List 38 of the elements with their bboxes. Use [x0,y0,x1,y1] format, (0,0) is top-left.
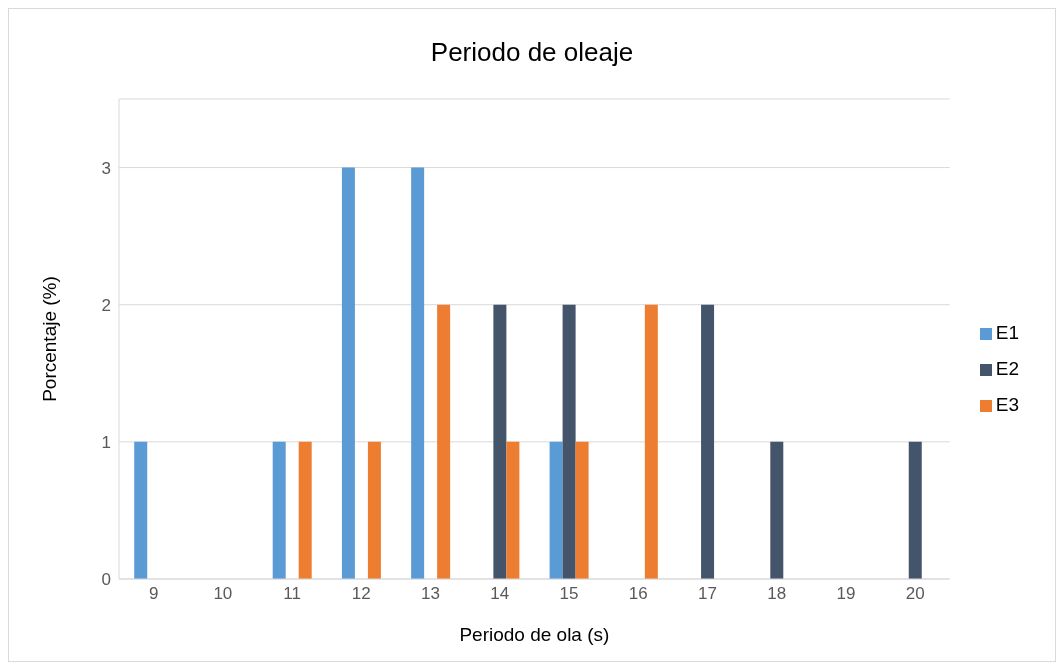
y-tick-label: 0 [101,570,111,590]
y-tick-label: 1 [101,432,111,452]
x-tick-label: 12 [351,584,371,604]
x-tick-label: 11 [283,584,301,604]
x-tick-label: 9 [148,584,159,604]
x-tick-label: 15 [559,584,579,604]
x-tick-label: 16 [628,584,648,604]
bar [411,167,425,579]
x-tick-label: 20 [905,584,925,604]
legend-label: E3 [995,394,1019,415]
y-axis-title: Porcentaje (%) [38,276,60,402]
y-tick-label: 2 [101,295,111,315]
legend-label: E2 [995,358,1019,379]
legend-label: E1 [995,322,1019,343]
x-tick-label: 13 [421,584,440,604]
bar [908,441,922,579]
x-tick-label: 18 [767,584,787,604]
bar [272,441,286,579]
x-tick-label: 10 [213,584,233,604]
bar [134,441,148,579]
bar [562,304,576,579]
bar [770,441,784,579]
bar [701,304,715,579]
bar [644,304,658,579]
bar [549,441,563,579]
bar [575,441,589,579]
bar [367,441,381,579]
x-axis-title: Periodo de ola (s) [459,624,610,645]
x-tick-label: 14 [490,584,510,604]
x-tick-label: 19 [836,584,856,604]
chart-title: Periodo de oleaje [429,37,635,68]
bar [341,167,355,579]
bar [298,441,312,579]
bar [437,304,451,579]
y-tick-label: 3 [101,158,111,178]
bar [493,304,507,579]
x-tick-label: 17 [697,584,717,604]
bar [506,441,520,579]
